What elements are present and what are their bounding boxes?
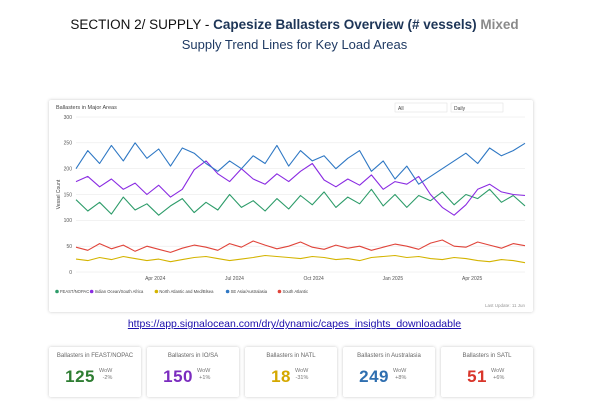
x-tick-label: Apr 2025 [462, 276, 483, 282]
signal-ocean-link[interactable]: https://app.signalocean.com/dry/dynamic/… [127, 318, 462, 330]
ballasters-line-chart: Ballasters in Major Areas All Daily 0 50 100 1… [55, 102, 526, 308]
kpi-wow-value: +8% [395, 375, 407, 381]
chart-control-label: All [398, 106, 404, 112]
kpi-label: Ballasters in SATL [462, 353, 512, 359]
kpi-wow-label: WoW [99, 368, 113, 374]
x-tick-label: Jan 2025 [383, 276, 404, 282]
section-title: SECTION 2/ SUPPLY - Capesize Ballasters … [0, 17, 589, 32]
kpi-wow-value: +6% [493, 375, 505, 381]
kpi-wow-value: -2% [102, 375, 113, 381]
section-label: SECTION 2/ SUPPLY - [70, 17, 214, 32]
kpi-label: Ballasters in NATL [266, 353, 316, 359]
legend-marker [277, 289, 282, 294]
section-subtitle: Supply Trend Lines for Key Load Areas [181, 37, 408, 52]
kpi-wow-label: WoW [491, 368, 505, 374]
series-line-feast-nopac [75, 188, 526, 216]
legend-label: South Atlantic [282, 289, 308, 294]
kpi-value: 150 [163, 367, 193, 386]
kpi-wow-value: -31% [295, 375, 309, 381]
kpi-label: Ballasters in FEAST/NOPAC [56, 353, 134, 359]
y-tick-label: 250 [64, 141, 73, 147]
kpi-wow: WoW +8% [393, 368, 406, 382]
legend-marker [55, 289, 59, 294]
y-tick-label: 50 [66, 244, 72, 250]
kpi-wow-label: WoW [393, 368, 407, 374]
y-tick-label: 0 [69, 270, 72, 276]
legend-label: Indian Ocean/South Africa [95, 289, 144, 294]
kpi-card: Ballasters in Australasia 249 WoW +8% [343, 347, 435, 397]
kpi-card: Ballasters in IO/SA 150 WoW +1% [147, 347, 239, 397]
legend-marker [225, 289, 230, 294]
series-line-north-atlantic-and-med-blsea [75, 254, 526, 264]
y-tick-label: 200 [64, 166, 73, 172]
kpi-wow-label: WoW [295, 368, 309, 374]
legend-label: North Atlantic and Med/Blsea [159, 289, 214, 294]
y-tick-label: 300 [64, 115, 73, 121]
kpi-label: Ballasters in Australasia [357, 353, 421, 359]
kpi-value: 18 [271, 367, 291, 386]
kpi-label: Ballasters in IO/SA [167, 353, 219, 359]
kpi-card: Ballasters in NATL 18 WoW -31% [245, 347, 337, 397]
series-line-south-atlantic [75, 239, 526, 253]
x-tick-label: Apr 2024 [145, 276, 166, 282]
series-line-se-asia-australasia [75, 142, 526, 185]
kpi-card: Ballasters in SATL 51 WoW +6% [441, 347, 533, 397]
y-axis-label: Vessel Count [56, 179, 62, 209]
kpi-wow: WoW +6% [491, 368, 504, 382]
kpi-value: 125 [65, 367, 95, 386]
kpi-wow-value: +1% [199, 375, 211, 381]
legend-label: SE Asia/Australasia [231, 289, 268, 294]
ballasters-chart-card: Ballasters in Major Areas All Daily 0 50 100 1… [49, 100, 533, 312]
title-mixed: Mixed [476, 17, 519, 32]
legend-marker [89, 289, 94, 294]
kpi-wow: WoW +1% [197, 368, 210, 382]
chart-control-daily [450, 102, 504, 113]
kpi-wow-label: WoW [197, 368, 211, 374]
last-update-label: Last Update: 11 Jun [485, 303, 525, 308]
kpi-wow: WoW -31% [295, 368, 308, 382]
legend-marker [154, 289, 159, 294]
x-tick-label: Oct 2024 [304, 276, 325, 282]
kpi-value: 51 [467, 367, 487, 386]
chart-control-label: Daily [454, 106, 466, 112]
chart-control-all [394, 102, 448, 113]
legend-label: FEAST/NOPAC [60, 289, 89, 294]
title-bold: Capesize Ballasters Overview (# vessels) [213, 17, 477, 32]
kpi-value: 249 [359, 367, 389, 386]
kpi-card: Ballasters in FEAST/NOPAC 125 WoW -2% [49, 347, 141, 397]
y-tick-label: 100 [64, 218, 73, 224]
x-tick-label: Jul 2024 [225, 276, 244, 282]
kpi-wow: WoW -2% [99, 368, 112, 382]
kpi-row: Ballasters in FEAST/NOPAC 125 WoW -2% Ballas… [49, 347, 533, 397]
y-tick-label: 150 [64, 192, 73, 198]
chart-title: Ballasters in Major Areas [56, 105, 117, 111]
series-line-indian-ocean-south-africa [75, 160, 526, 216]
